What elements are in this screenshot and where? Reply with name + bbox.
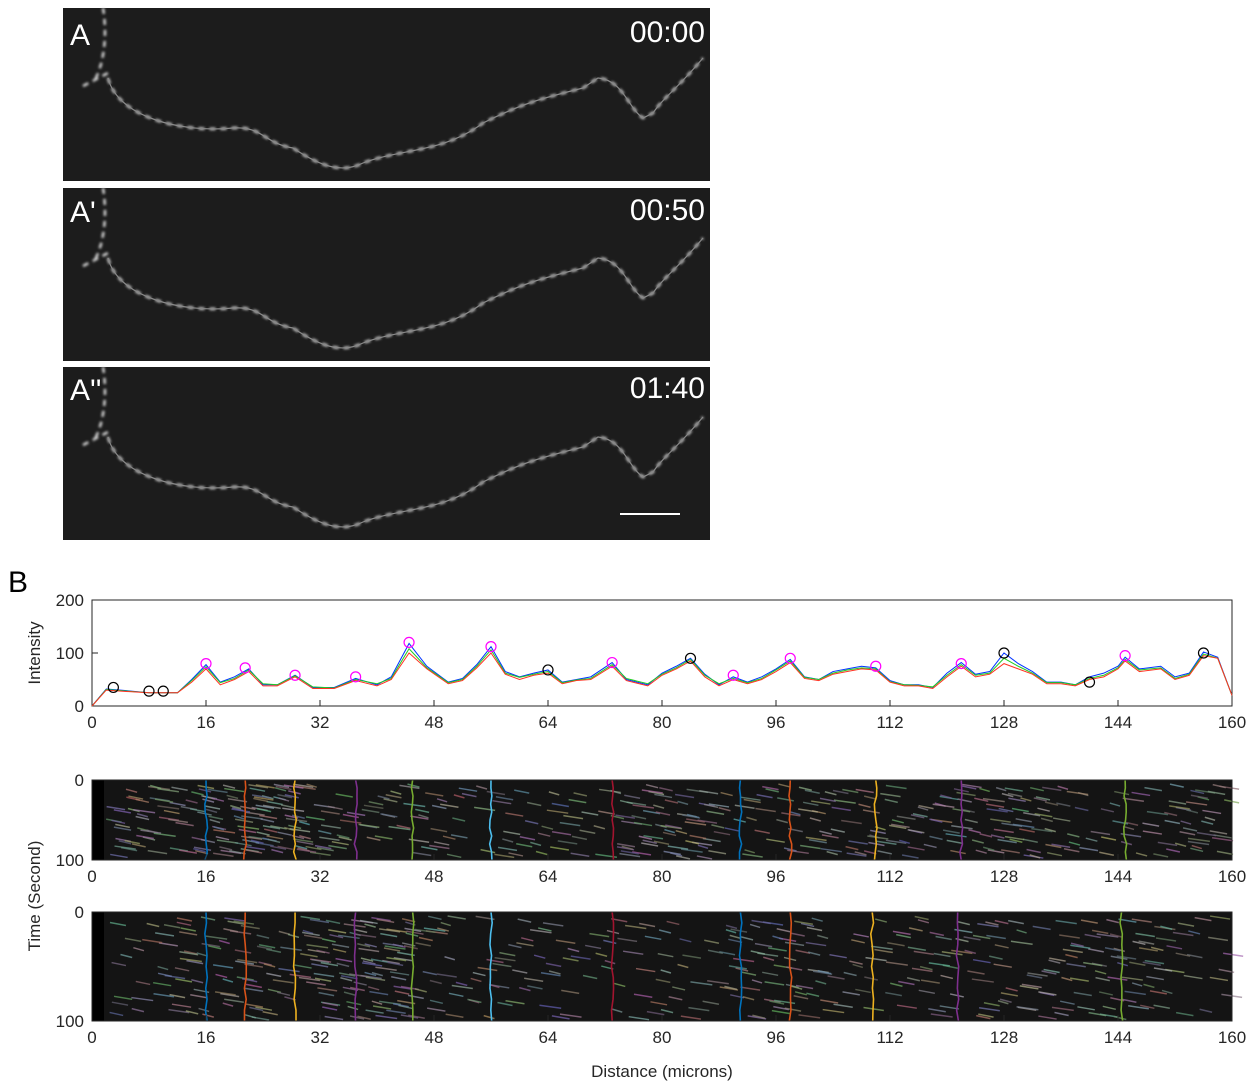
x-tick-label: 128: [990, 1028, 1018, 1047]
x-tick-label: 96: [767, 1028, 786, 1047]
x-tick-label: 96: [767, 713, 786, 732]
y-tick-label: 100: [56, 1012, 84, 1031]
peak-marker: [956, 659, 966, 669]
y-axis-label: Time (Second): [25, 841, 44, 952]
x-tick-label: 112: [876, 867, 903, 886]
x-tick-label: 112: [876, 1028, 903, 1047]
x-tick-label: 80: [653, 713, 672, 732]
x-tick-label: 32: [311, 867, 330, 886]
x-tick-label: 48: [425, 713, 444, 732]
panel-label: A'': [70, 374, 101, 407]
y-tick-label: 0: [75, 771, 84, 790]
x-tick-label: 0: [87, 1028, 96, 1047]
x-tick-label: 80: [653, 867, 672, 886]
x-tick-label: 0: [87, 867, 96, 886]
x-axis-label: Distance (microns): [591, 1062, 733, 1081]
timestamp: 01:40: [630, 372, 705, 405]
x-tick-label: 160: [1218, 867, 1246, 886]
x-tick-label: 48: [425, 1028, 444, 1047]
intensity-line: [92, 649, 1232, 706]
x-tick-label: 32: [311, 1028, 330, 1047]
image-panel: [63, 8, 710, 181]
x-tick-label: 128: [990, 713, 1018, 732]
panel-label: A': [70, 196, 96, 229]
x-tick-label: 16: [197, 1028, 216, 1047]
trough-marker: [158, 686, 168, 696]
x-tick-label: 48: [425, 867, 444, 886]
figure: A 00:00 A' 00:50 A'' 01:40 B 0 16 32 48 64 80…: [0, 0, 1256, 1087]
x-tick-label: 144: [1104, 1028, 1132, 1047]
x-tick-label: 128: [990, 867, 1018, 886]
y-axis-label: Intensity: [25, 621, 44, 685]
kymograph-edge: [92, 780, 104, 860]
page: A 00:00 A' 00:50 A'' 01:40 B 0 16 32 48 64 80…: [0, 0, 1256, 1087]
y-tick-label: 100: [56, 851, 84, 870]
x-tick-label: 32: [311, 713, 330, 732]
image-panel: [63, 367, 710, 540]
x-tick-label: 64: [539, 867, 558, 886]
image-panel: [63, 188, 710, 361]
x-tick-label: 160: [1218, 1028, 1246, 1047]
x-tick-label: 16: [197, 867, 216, 886]
y-tick-label: 200: [56, 591, 84, 610]
panel-label: B: [8, 566, 28, 599]
x-tick-label: 112: [876, 713, 903, 732]
x-tick-label: 0: [87, 713, 96, 732]
y-tick-label: 0: [75, 903, 84, 922]
kymograph-edge: [92, 912, 104, 1021]
plot-frame: [92, 600, 1232, 706]
x-tick-label: 80: [653, 1028, 672, 1047]
x-tick-label: 16: [197, 713, 216, 732]
x-tick-label: 96: [767, 867, 786, 886]
panel-label: A: [70, 19, 90, 52]
intensity-line: [92, 653, 1232, 706]
timestamp: 00:50: [630, 194, 705, 227]
x-tick-label: 64: [539, 713, 558, 732]
trough-marker: [144, 686, 154, 696]
y-tick-label: 100: [56, 644, 84, 663]
timestamp: 00:00: [630, 16, 705, 49]
x-tick-label: 64: [539, 1028, 558, 1047]
peak-marker: [404, 637, 414, 647]
x-tick-label: 144: [1104, 713, 1132, 732]
x-tick-label: 144: [1104, 867, 1132, 886]
x-tick-label: 160: [1218, 713, 1246, 732]
peak-marker: [785, 653, 795, 663]
y-tick-label: 0: [75, 697, 84, 716]
